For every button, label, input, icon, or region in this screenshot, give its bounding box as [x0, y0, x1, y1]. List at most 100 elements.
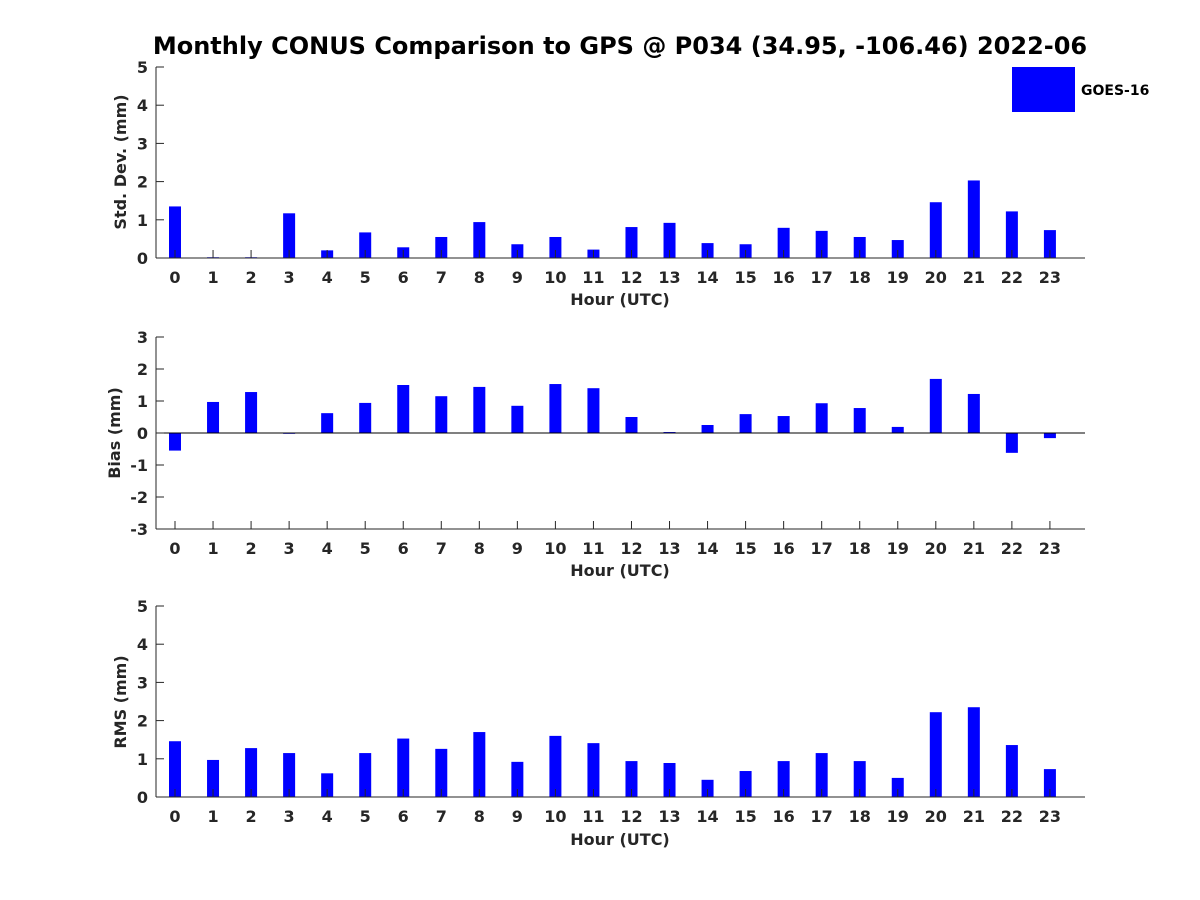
- bar-rms-hour-0: [169, 741, 181, 797]
- bar-bias-hour-4: [321, 413, 334, 433]
- x-tick-label-bias-2: 2: [246, 539, 257, 558]
- bar-bias-hour-20: [929, 378, 942, 433]
- x-tick-label-rms-9: 9: [512, 807, 523, 826]
- bar-stddev-hour-17: [815, 230, 828, 258]
- y-tick-label-stddev-2: 2: [137, 173, 148, 192]
- y-axis-label-rms: RMS (mm): [111, 655, 130, 748]
- x-tick-label-rms-8: 8: [474, 807, 485, 826]
- bar-stddev-hour-13: [663, 222, 676, 258]
- x-tick-label-stddev-21: 21: [963, 268, 985, 287]
- x-tick-label-rms-20: 20: [925, 807, 947, 826]
- x-tick-label-bias-5: 5: [360, 539, 371, 558]
- bar-rms-hour-8: [473, 732, 486, 797]
- x-tick-label-stddev-7: 7: [436, 268, 447, 287]
- x-tick-label-stddev-8: 8: [474, 268, 485, 287]
- x-tick-label-rms-22: 22: [1001, 807, 1023, 826]
- x-tick-label-rms-6: 6: [398, 807, 409, 826]
- bar-bias-hour-12: [625, 417, 638, 433]
- y-tick-label-bias--3: -3: [130, 520, 148, 539]
- x-tick-label-stddev-10: 10: [544, 268, 566, 287]
- bar-stddev-hour-16: [777, 227, 790, 258]
- bar-bias-hour-9: [511, 405, 524, 433]
- bar-stddev-hour-21: [967, 180, 980, 258]
- x-tick-label-bias-15: 15: [734, 539, 756, 558]
- bar-stddev-hour-7: [435, 236, 448, 258]
- x-axis-label-bias: Hour (UTC): [570, 561, 670, 580]
- x-tick-label-rms-13: 13: [658, 807, 680, 826]
- x-tick-label-rms-1: 1: [207, 807, 218, 826]
- bar-rms-hour-21: [967, 707, 980, 797]
- bar-rms-hour-6: [397, 738, 410, 797]
- x-tick-label-stddev-4: 4: [322, 268, 333, 287]
- y-axis-label-stddev: Std. Dev. (mm): [111, 94, 130, 229]
- bar-bias-hour-17: [815, 403, 828, 433]
- bar-rms-hour-12: [625, 761, 638, 797]
- bar-rms-hour-7: [435, 748, 448, 797]
- x-tick-label-bias-12: 12: [620, 539, 642, 558]
- x-axis-label-rms: Hour (UTC): [570, 830, 670, 849]
- bar-rms-hour-15: [739, 771, 752, 797]
- bar-rms-hour-20: [929, 712, 942, 797]
- x-tick-label-rms-3: 3: [284, 807, 295, 826]
- x-tick-label-bias-14: 14: [696, 539, 718, 558]
- bar-bias-hour-10: [549, 384, 562, 433]
- legend: GOES-16: [1012, 67, 1149, 112]
- x-tick-label-bias-6: 6: [398, 539, 409, 558]
- bar-stddev-hour-12: [625, 227, 638, 258]
- x-tick-label-bias-18: 18: [849, 539, 871, 558]
- x-tick-label-bias-8: 8: [474, 539, 485, 558]
- x-tick-label-stddev-6: 6: [398, 268, 409, 287]
- bar-rms-hour-3: [283, 753, 296, 797]
- bar-stddev-hour-22: [1005, 211, 1018, 258]
- x-tick-label-bias-16: 16: [773, 539, 795, 558]
- bar-bias-hour-5: [359, 402, 372, 433]
- x-tick-label-bias-4: 4: [322, 539, 333, 558]
- bar-rms-hour-14: [701, 779, 714, 797]
- bar-stddev-hour-18: [853, 236, 866, 258]
- x-tick-label-bias-3: 3: [284, 539, 295, 558]
- bar-bias-hour-16: [777, 416, 790, 433]
- bar-stddev-hour-0: [169, 206, 181, 258]
- x-tick-label-rms-0: 0: [169, 807, 180, 826]
- legend-swatch: [1012, 67, 1075, 112]
- x-tick-label-stddev-1: 1: [207, 268, 218, 287]
- x-tick-label-rms-10: 10: [544, 807, 566, 826]
- x-tick-label-bias-17: 17: [811, 539, 833, 558]
- bar-bias-hour-6: [397, 385, 410, 433]
- x-tick-label-rms-23: 23: [1039, 807, 1061, 826]
- bar-rms-hour-13: [663, 763, 676, 797]
- x-tick-label-stddev-11: 11: [582, 268, 604, 287]
- x-tick-label-stddev-0: 0: [169, 268, 180, 287]
- x-tick-label-stddev-14: 14: [696, 268, 718, 287]
- y-tick-label-rms-2: 2: [137, 712, 148, 731]
- x-tick-label-bias-20: 20: [925, 539, 947, 558]
- x-tick-label-bias-22: 22: [1001, 539, 1023, 558]
- bar-rms-hour-18: [853, 761, 866, 797]
- x-tick-label-bias-9: 9: [512, 539, 523, 558]
- bar-bias-hour-8: [473, 386, 486, 433]
- x-tick-label-rms-15: 15: [734, 807, 756, 826]
- x-tick-label-bias-11: 11: [582, 539, 604, 558]
- x-tick-label-stddev-20: 20: [925, 268, 947, 287]
- bar-stddev-hour-20: [929, 202, 942, 258]
- y-tick-label-stddev-1: 1: [137, 211, 148, 230]
- bar-rms-hour-17: [815, 753, 828, 797]
- bar-stddev-hour-23: [1043, 230, 1056, 258]
- x-tick-label-bias-0: 0: [169, 539, 180, 558]
- x-tick-label-rms-4: 4: [322, 807, 333, 826]
- x-tick-label-bias-23: 23: [1039, 539, 1061, 558]
- x-tick-label-rms-17: 17: [811, 807, 833, 826]
- x-tick-label-stddev-19: 19: [887, 268, 909, 287]
- x-tick-label-stddev-13: 13: [658, 268, 680, 287]
- bar-rms-hour-16: [777, 761, 790, 797]
- y-tick-label-rms-5: 5: [137, 597, 148, 616]
- bar-stddev-hour-5: [359, 232, 372, 258]
- x-axis-label-stddev: Hour (UTC): [570, 290, 670, 309]
- x-tick-label-stddev-16: 16: [773, 268, 795, 287]
- y-tick-label-rms-3: 3: [137, 673, 148, 692]
- x-tick-label-stddev-18: 18: [849, 268, 871, 287]
- y-axis-label-bias: Bias (mm): [105, 387, 124, 479]
